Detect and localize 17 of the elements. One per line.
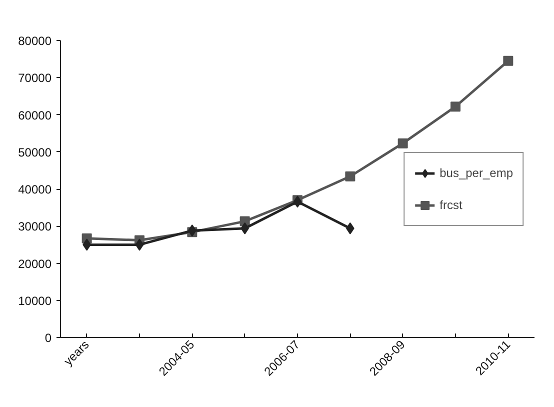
y-tick-label: 80000 — [18, 34, 52, 48]
point — [398, 138, 408, 148]
point — [345, 171, 356, 182]
y-tick-label: 0 — [44, 331, 52, 345]
y-tick-label: 70000 — [18, 71, 52, 86]
point — [293, 196, 302, 208]
point — [135, 238, 144, 251]
legend-label: frcst — [440, 198, 462, 212]
legend-label: bus_per_emp — [440, 166, 513, 180]
y-tick-label: 60000 — [18, 108, 52, 122]
y-tick-label: 30000 — [18, 220, 52, 234]
y-tick-label: 50000 — [18, 145, 52, 160]
point — [450, 102, 460, 112]
y-tick-label: 10000 — [18, 294, 52, 308]
y-tick-label: 40000 — [18, 182, 52, 196]
point — [503, 56, 514, 66]
y-tick-label: 20000 — [18, 256, 52, 271]
